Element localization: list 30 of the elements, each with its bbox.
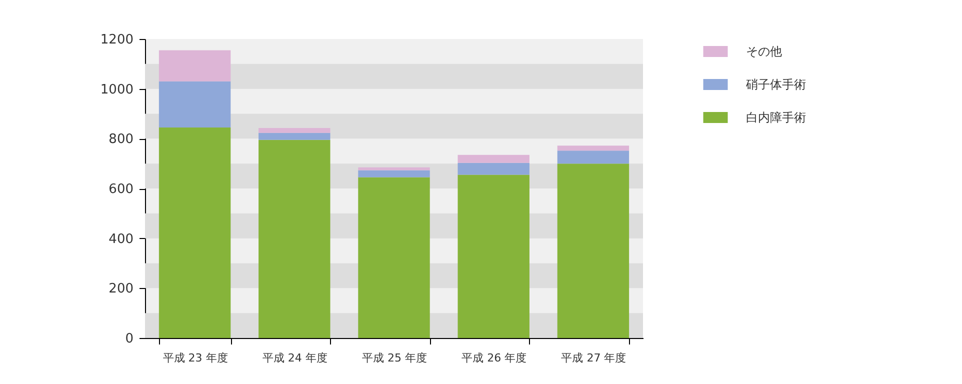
bar bbox=[557, 150, 630, 164]
legend-label: その他 bbox=[746, 44, 782, 58]
x-tick-label: 平成 25 年度 bbox=[362, 352, 427, 364]
bar bbox=[458, 154, 530, 163]
legend-label: 白内障手術 bbox=[746, 110, 806, 124]
bar bbox=[358, 167, 430, 170]
y-tick-label: 400 bbox=[108, 232, 134, 247]
bar bbox=[458, 162, 530, 175]
bar bbox=[458, 174, 530, 338]
y-tick-label: 1000 bbox=[100, 82, 134, 98]
bar bbox=[258, 128, 330, 133]
y-tick-label: 0 bbox=[125, 332, 134, 346]
bar bbox=[158, 50, 231, 82]
bar bbox=[358, 170, 430, 178]
bar bbox=[158, 127, 231, 338]
y-tick-label: 200 bbox=[108, 282, 134, 297]
bar bbox=[258, 140, 330, 338]
y-tick-label: 600 bbox=[108, 182, 134, 197]
bar bbox=[258, 132, 330, 140]
bar bbox=[158, 81, 231, 128]
x-tick-label: 平成 26 年度 bbox=[462, 352, 527, 364]
bar bbox=[557, 146, 630, 151]
x-tick-label: 平成 23 年度 bbox=[162, 352, 228, 364]
y-tick-label: 1200 bbox=[100, 32, 134, 48]
x-tick-label: 平成 24 年度 bbox=[262, 352, 328, 364]
x-tick-label: 平成 27 年度 bbox=[561, 352, 626, 364]
legend-label: 硝子体手術 bbox=[745, 78, 806, 92]
y-tick-label: 800 bbox=[108, 132, 134, 148]
bar bbox=[358, 177, 430, 338]
bar bbox=[557, 164, 630, 338]
